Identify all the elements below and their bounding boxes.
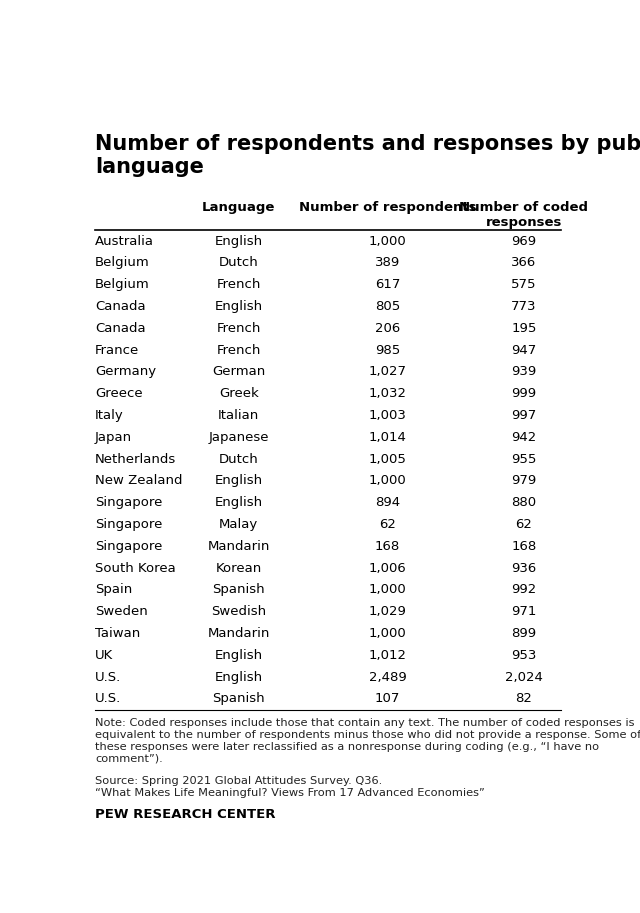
Text: Singapore: Singapore <box>95 518 163 531</box>
Text: Number of respondents: Number of respondents <box>299 201 476 214</box>
Text: 1,000: 1,000 <box>369 627 406 640</box>
Text: 617: 617 <box>375 278 400 291</box>
Text: 206: 206 <box>375 322 400 335</box>
Text: 992: 992 <box>511 583 536 596</box>
Text: 1,000: 1,000 <box>369 475 406 488</box>
Text: Number of coded
responses: Number of coded responses <box>460 201 588 229</box>
Text: Taiwan: Taiwan <box>95 627 140 640</box>
Text: France: France <box>95 343 139 357</box>
Text: Korean: Korean <box>216 561 262 574</box>
Text: 979: 979 <box>511 475 536 488</box>
Text: 62: 62 <box>515 518 532 531</box>
Text: 899: 899 <box>511 627 536 640</box>
Text: English: English <box>214 300 263 313</box>
Text: Dutch: Dutch <box>219 257 259 269</box>
Text: Belgium: Belgium <box>95 257 150 269</box>
Text: Canada: Canada <box>95 300 145 313</box>
Text: English: English <box>214 670 263 684</box>
Text: Source: Spring 2021 Global Attitudes Survey. Q36.
“What Makes Life Meaningful? V: Source: Spring 2021 Global Attitudes Sur… <box>95 776 484 798</box>
Text: Singapore: Singapore <box>95 540 163 552</box>
Text: 999: 999 <box>511 387 536 400</box>
Text: Australia: Australia <box>95 235 154 247</box>
Text: 389: 389 <box>375 257 400 269</box>
Text: 1,012: 1,012 <box>369 649 406 662</box>
Text: 82: 82 <box>515 692 532 706</box>
Text: 1,003: 1,003 <box>369 409 406 422</box>
Text: 2,024: 2,024 <box>505 670 543 684</box>
Text: 955: 955 <box>511 453 536 466</box>
Text: 1,006: 1,006 <box>369 561 406 574</box>
Text: Canada: Canada <box>95 322 145 335</box>
Text: Number of respondents and responses by public and
language: Number of respondents and responses by p… <box>95 134 640 177</box>
Text: Mandarin: Mandarin <box>207 540 270 552</box>
Text: 997: 997 <box>511 409 536 422</box>
Text: 1,029: 1,029 <box>369 605 406 618</box>
Text: 1,032: 1,032 <box>369 387 406 400</box>
Text: 107: 107 <box>375 692 400 706</box>
Text: German: German <box>212 365 266 379</box>
Text: Sweden: Sweden <box>95 605 148 618</box>
Text: Malay: Malay <box>219 518 259 531</box>
Text: 1,005: 1,005 <box>369 453 406 466</box>
Text: Spanish: Spanish <box>212 692 265 706</box>
Text: French: French <box>216 278 261 291</box>
Text: French: French <box>216 343 261 357</box>
Text: Greece: Greece <box>95 387 143 400</box>
Text: 366: 366 <box>511 257 536 269</box>
Text: English: English <box>214 235 263 247</box>
Text: PEW RESEARCH CENTER: PEW RESEARCH CENTER <box>95 808 275 822</box>
Text: Belgium: Belgium <box>95 278 150 291</box>
Text: 2,489: 2,489 <box>369 670 406 684</box>
Text: 1,014: 1,014 <box>369 431 406 444</box>
Text: English: English <box>214 475 263 488</box>
Text: Language: Language <box>202 201 275 214</box>
Text: Note: Coded responses include those that contain any text. The number of coded r: Note: Coded responses include those that… <box>95 719 640 763</box>
Text: 62: 62 <box>379 518 396 531</box>
Text: New Zealand: New Zealand <box>95 475 182 488</box>
Text: 942: 942 <box>511 431 536 444</box>
Text: South Korea: South Korea <box>95 561 175 574</box>
Text: Italy: Italy <box>95 409 124 422</box>
Text: 773: 773 <box>511 300 537 313</box>
Text: 936: 936 <box>511 561 536 574</box>
Text: 969: 969 <box>511 235 536 247</box>
Text: English: English <box>214 497 263 509</box>
Text: Singapore: Singapore <box>95 497 163 509</box>
Text: Greek: Greek <box>219 387 259 400</box>
Text: 168: 168 <box>511 540 536 552</box>
Text: Germany: Germany <box>95 365 156 379</box>
Text: U.S.: U.S. <box>95 692 121 706</box>
Text: 880: 880 <box>511 497 536 509</box>
Text: 939: 939 <box>511 365 536 379</box>
Text: 575: 575 <box>511 278 537 291</box>
Text: Spain: Spain <box>95 583 132 596</box>
Text: 971: 971 <box>511 605 536 618</box>
Text: Swedish: Swedish <box>211 605 266 618</box>
Text: Dutch: Dutch <box>219 453 259 466</box>
Text: 805: 805 <box>375 300 400 313</box>
Text: 947: 947 <box>511 343 536 357</box>
Text: 1,027: 1,027 <box>369 365 406 379</box>
Text: 953: 953 <box>511 649 536 662</box>
Text: Italian: Italian <box>218 409 259 422</box>
Text: 195: 195 <box>511 322 536 335</box>
Text: U.S.: U.S. <box>95 670 121 684</box>
Text: Mandarin: Mandarin <box>207 627 270 640</box>
Text: 894: 894 <box>375 497 400 509</box>
Text: 985: 985 <box>375 343 400 357</box>
Text: Japanese: Japanese <box>209 431 269 444</box>
Text: Spanish: Spanish <box>212 583 265 596</box>
Text: 1,000: 1,000 <box>369 235 406 247</box>
Text: Japan: Japan <box>95 431 132 444</box>
Text: French: French <box>216 322 261 335</box>
Text: Netherlands: Netherlands <box>95 453 176 466</box>
Text: UK: UK <box>95 649 113 662</box>
Text: English: English <box>214 649 263 662</box>
Text: 1,000: 1,000 <box>369 583 406 596</box>
Text: 168: 168 <box>375 540 400 552</box>
